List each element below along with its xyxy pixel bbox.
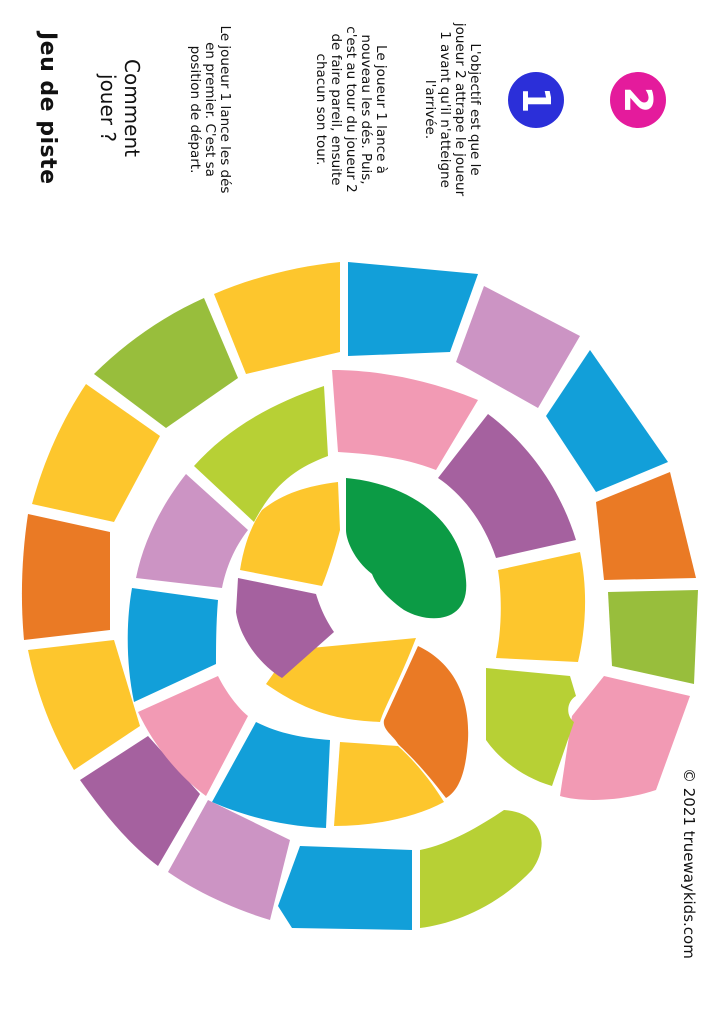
board-space[interactable] <box>236 578 334 678</box>
board-space[interactable] <box>214 262 340 374</box>
board-space[interactable] <box>420 810 542 928</box>
board-space[interactable] <box>438 414 576 558</box>
board-space[interactable] <box>136 474 248 588</box>
board-space[interactable] <box>334 742 444 826</box>
board-space[interactable] <box>32 384 160 522</box>
board-space[interactable] <box>496 552 586 662</box>
board-space[interactable] <box>348 262 478 356</box>
board-space[interactable] <box>240 482 340 586</box>
board-space[interactable] <box>194 386 328 522</box>
board-space[interactable] <box>168 800 290 920</box>
board-space[interactable] <box>546 350 668 492</box>
board-space[interactable] <box>127 588 218 702</box>
board-space[interactable] <box>212 722 330 828</box>
board-space[interactable] <box>138 676 248 796</box>
board-space[interactable] <box>383 646 469 798</box>
board-space[interactable] <box>560 676 690 800</box>
board-space[interactable] <box>608 590 698 684</box>
board-space[interactable] <box>266 638 416 722</box>
board-space[interactable] <box>332 370 478 470</box>
board-space[interactable] <box>346 478 467 619</box>
board-space[interactable] <box>486 668 576 786</box>
board-space[interactable] <box>596 472 696 580</box>
board-space[interactable] <box>278 846 412 930</box>
board-space[interactable] <box>28 640 140 770</box>
board-space[interactable] <box>456 286 580 408</box>
player-1-token[interactable]: 1 <box>508 72 564 128</box>
player-2-token[interactable]: 2 <box>610 72 666 128</box>
board-space[interactable] <box>21 514 111 640</box>
copyright-text: © 2021 truewaykids.com <box>680 768 698 959</box>
board-space[interactable] <box>94 298 238 428</box>
board-space[interactable] <box>80 736 200 866</box>
